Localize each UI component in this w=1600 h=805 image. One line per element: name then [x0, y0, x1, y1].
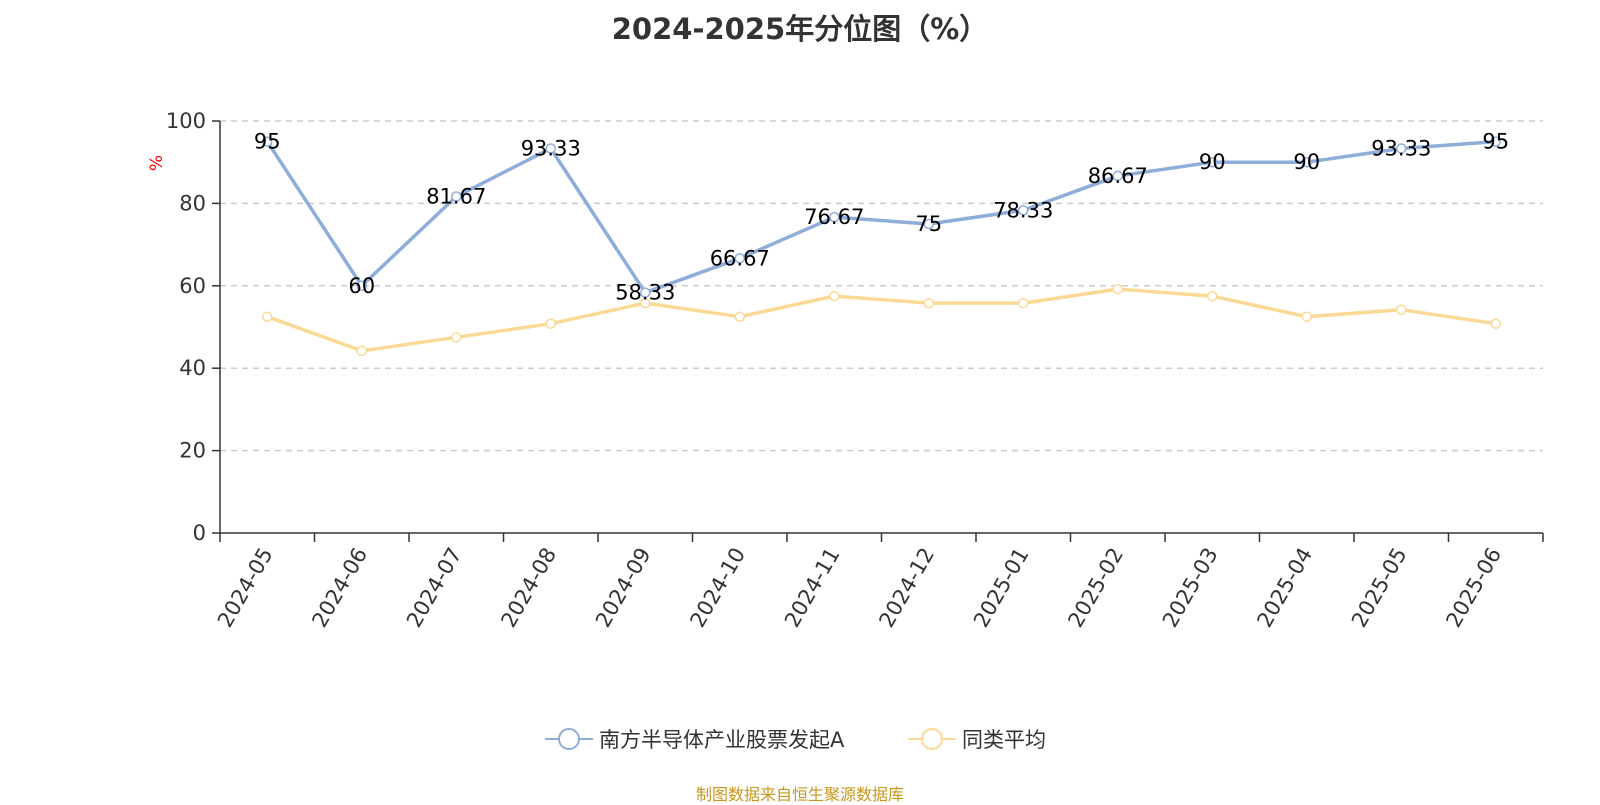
- data-point: [923, 218, 934, 230]
- data-label: 58.33: [615, 281, 675, 305]
- y-tick-label: 100: [166, 109, 206, 133]
- data-point: [262, 136, 273, 147]
- source-note: 制图数据来自恒生聚源数据库: [695, 785, 904, 804]
- data-label: 78.33: [993, 198, 1053, 222]
- legend-line-circle-icon: [908, 728, 956, 750]
- x-tick-label: 2024-08: [496, 544, 561, 632]
- grid-layer: [220, 120, 1543, 452]
- data-label: 90: [1293, 150, 1320, 174]
- data-point: [1396, 304, 1407, 315]
- data-label: 86.67: [1088, 164, 1148, 188]
- x-tick-label: 2024-12: [874, 544, 939, 632]
- data-point: [356, 280, 367, 292]
- data-label: 90: [1199, 150, 1226, 174]
- data-point: [1490, 136, 1501, 147]
- data-point: [1112, 283, 1123, 295]
- series-line: [265, 139, 1496, 295]
- legend-item-series-1[interactable]: 南方半导体产业股票发起A: [545, 724, 844, 754]
- data-point: [1396, 143, 1407, 154]
- x-tick-label: 2025-05: [1347, 544, 1412, 632]
- x-tick-label: 2024-09: [591, 544, 656, 632]
- x-tick-label: 2025-02: [1063, 544, 1128, 632]
- y-tick-label: 0: [193, 521, 206, 545]
- x-tick-label: 2024-06: [307, 544, 372, 632]
- data-label: 93.33: [521, 136, 581, 160]
- legend-label: 同类平均: [962, 728, 1046, 752]
- x-tick-label: 2025-01: [969, 544, 1034, 632]
- data-point: [1018, 297, 1029, 309]
- y-tick-label: 60: [179, 274, 206, 298]
- data-label: 76.67: [804, 205, 864, 229]
- series-line: [266, 287, 1497, 353]
- chart-title: 2024-2025年分位图（%）: [611, 12, 989, 46]
- data-label: 95: [254, 130, 281, 154]
- data-point: [923, 297, 934, 309]
- x-tick-label: 2024-10: [685, 544, 750, 632]
- data-point: [734, 311, 745, 322]
- data-label: 81.67: [426, 185, 486, 209]
- x-tick-label: 2025-04: [1252, 544, 1317, 632]
- x-tick-label: 2024-11: [780, 544, 845, 632]
- series-layer: [262, 136, 1501, 357]
- x-tick-label: 2025-06: [1441, 544, 1506, 632]
- legend-item-series-2[interactable]: 同类平均: [908, 724, 1046, 754]
- data-point: [1207, 156, 1218, 168]
- data-label: 93.33: [1371, 136, 1431, 160]
- data-point: [1112, 170, 1123, 182]
- data-point: [451, 332, 462, 343]
- x-tick-label: 2025-03: [1158, 544, 1223, 632]
- axis-layer: 0 20 40 60 80 100% 2024-05 2024-06 2024-07 2024-0…: [147, 109, 1544, 632]
- data-point: [1301, 311, 1312, 322]
- y-tick-label: 20: [179, 439, 206, 463]
- data-point: [734, 253, 745, 264]
- legend-line-circle-icon: [545, 728, 593, 750]
- data-label-layer: 95 60 81.67 93.33 58.33 66.67 76.67 75 78.33 86.6…: [254, 130, 1509, 305]
- data-point: [1207, 290, 1218, 302]
- data-label: 66.67: [710, 246, 770, 270]
- y-tick-label: 80: [179, 191, 206, 215]
- y-tick-label: 40: [179, 356, 206, 380]
- data-point: [1490, 318, 1501, 329]
- x-tick-label: 2024-07: [402, 544, 467, 632]
- data-point: [829, 211, 840, 223]
- y-axis-label: %: [147, 155, 167, 171]
- x-tick-label: 2024-05: [213, 544, 278, 632]
- data-point: [545, 143, 556, 154]
- data-point: [356, 345, 367, 357]
- legend-label: 南方半导体产业股票发起A: [599, 728, 845, 752]
- data-point: [829, 290, 840, 302]
- data-point: [262, 311, 273, 322]
- data-point: [640, 287, 651, 298]
- data-point: [1301, 156, 1312, 168]
- data-point: [545, 318, 556, 329]
- data-label: 60: [348, 274, 375, 298]
- data-point: [1018, 205, 1029, 216]
- data-point: [451, 191, 462, 202]
- data-label: 75: [915, 212, 942, 236]
- data-point: [640, 297, 651, 309]
- data-label: 95: [1482, 130, 1509, 154]
